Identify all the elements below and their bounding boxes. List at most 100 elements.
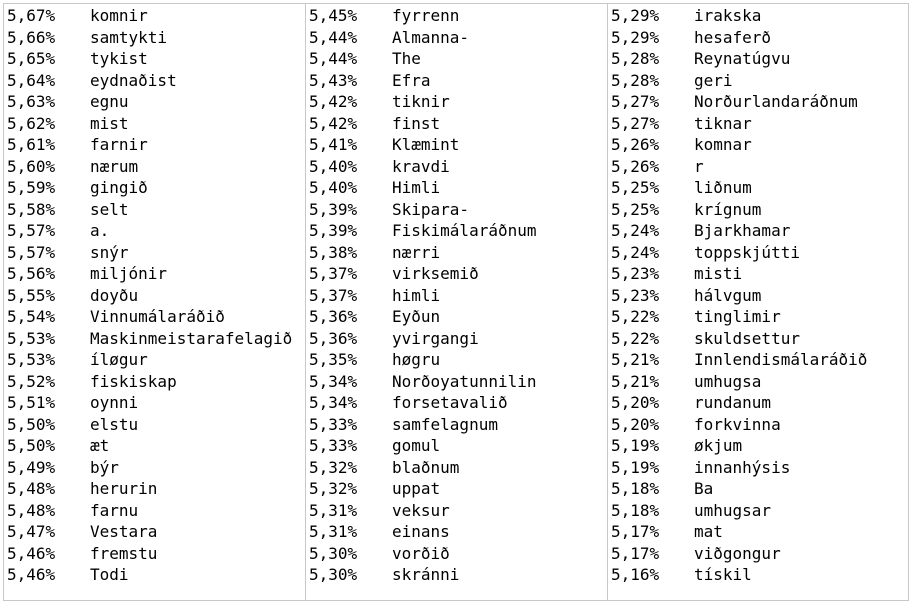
table-row: 5,20% forkvinna: [608, 414, 908, 436]
percentage-value: 5,25%: [611, 178, 660, 197]
table-column-1: 5,67% komnir 5,66% samtykti 5,65% tykist 5,64%…: [4, 4, 306, 600]
table-row: 5,36% yvirgangi: [306, 328, 607, 350]
table-row: 5,19% innanhýsis: [608, 457, 908, 479]
table-row: 5,37% himli: [306, 285, 607, 307]
table-row: 5,34% Norðoyatunnilin: [306, 371, 607, 393]
percentage-value: 5,50%: [7, 436, 56, 455]
word-value: einans: [392, 522, 450, 541]
percentage-value: 5,23%: [611, 264, 660, 283]
word-value: samtykti: [90, 27, 168, 47]
word-value: forkvinna: [694, 414, 781, 434]
word-value: vorðið: [392, 543, 450, 563]
table-row: 5,25% krígnum: [608, 199, 908, 221]
word-value: elstu: [90, 414, 139, 434]
table-row: 5,53% Maskinmeistarafelagið: [4, 328, 305, 350]
table-row: 5,60% nærum: [4, 156, 305, 178]
word-value: tinglimir: [694, 307, 781, 326]
table-row: 5,45% fyrrenn: [306, 5, 607, 27]
table-row: 5,63% egnu: [4, 91, 305, 113]
percentage-value: 5,37%: [309, 285, 358, 305]
table-row: 5,37% virksemið: [306, 263, 607, 285]
word-value: Klæmint: [392, 135, 460, 154]
percentage-value: 5,34%: [309, 371, 358, 391]
table-row: 5,30% vorðið: [306, 543, 607, 565]
percentage-value: 5,44%: [309, 49, 358, 68]
percentage-value: 5,54%: [7, 307, 56, 326]
table-row: 5,44% The: [306, 48, 607, 70]
word-value: Vinnumálaráðið: [90, 307, 225, 326]
percentage-value: 5,49%: [7, 457, 56, 477]
word-value: forsetavalið: [392, 393, 508, 412]
table-row: 5,65% tykist: [4, 48, 305, 70]
word-value: oynni: [90, 393, 139, 412]
percentage-value: 5,29%: [611, 27, 660, 47]
percentage-value: 5,36%: [309, 328, 358, 348]
table-row: 5,24% Bjarkhamar: [608, 220, 908, 242]
table-row: 5,23% hálvgum: [608, 285, 908, 307]
table-row: 5,18% umhugsar: [608, 500, 908, 522]
table-row: 5,58% selt: [4, 199, 305, 221]
table-row: 5,55% doyðu: [4, 285, 305, 307]
table-row: 5,33% gomul: [306, 435, 607, 457]
percentage-value: 5,52%: [7, 371, 56, 391]
percentage-value: 5,21%: [611, 371, 660, 391]
percentage-value: 5,30%: [309, 565, 358, 584]
word-value: samfelagnum: [392, 414, 498, 434]
percentage-value: 5,53%: [7, 350, 56, 369]
word-value: r: [694, 156, 704, 176]
word-value: doyðu: [90, 285, 139, 305]
word-value: Ba: [694, 479, 714, 498]
percentage-value: 5,65%: [7, 49, 56, 68]
percentage-value: 5,33%: [309, 436, 358, 455]
percentage-value: 5,19%: [611, 457, 660, 477]
table-column-2: 5,45% fyrrenn 5,44% Almanna- 5,44% The 5,43% Ef…: [306, 4, 608, 600]
percentage-value: 5,57%: [7, 221, 56, 240]
percentage-value: 5,21%: [611, 350, 660, 369]
percentage-value: 5,39%: [309, 221, 358, 240]
word-value: finst: [392, 113, 441, 133]
percentage-value: 5,56%: [7, 264, 56, 283]
percentage-value: 5,32%: [309, 479, 358, 498]
percentage-value: 5,46%: [7, 565, 56, 584]
table-row: 5,34% forsetavalið: [306, 392, 607, 414]
word-value: æt: [90, 436, 110, 455]
percentage-value: 5,44%: [309, 27, 358, 47]
word-value: egnu: [90, 92, 129, 111]
word-value: skuldsettur: [694, 328, 800, 348]
word-value: Skipara-: [392, 199, 470, 219]
word-value: Reynatúgvu: [694, 49, 791, 68]
table-row: 5,18% Ba: [608, 478, 908, 500]
percentage-value: 5,31%: [309, 522, 358, 541]
word-value: íløgur: [90, 350, 148, 369]
percentage-value: 5,25%: [611, 199, 660, 219]
word-value: gingið: [90, 178, 148, 197]
table-row: 5,17% viðgongur: [608, 543, 908, 565]
percentage-value: 5,63%: [7, 92, 56, 111]
percentage-value: 5,40%: [309, 178, 358, 197]
table-row: 5,46% Todi: [4, 564, 305, 586]
table-row: 5,54% Vinnumálaráðið: [4, 306, 305, 328]
table-row: 5,62% mist: [4, 113, 305, 135]
word-value: innanhýsis: [694, 457, 791, 477]
word-value: komnir: [90, 6, 148, 25]
word-value: Bjarkhamar: [694, 221, 791, 240]
table-row: 5,52% fiskiskap: [4, 371, 305, 393]
table-row: 5,23% misti: [608, 263, 908, 285]
word-value: selt: [90, 199, 129, 219]
word-value: rundanum: [694, 393, 772, 412]
percentage-value: 5,35%: [309, 350, 358, 369]
word-value: Innlendismálaráðið: [694, 350, 868, 369]
word-value: farnu: [90, 500, 139, 520]
percentage-value: 5,16%: [611, 565, 660, 584]
percentage-value: 5,55%: [7, 285, 56, 305]
word-frequency-table: 5,67% komnir 5,66% samtykti 5,65% tykist 5,64%…: [3, 3, 909, 601]
word-value: snýr: [90, 242, 129, 262]
word-value: kravdi: [392, 156, 450, 176]
word-value: gomul: [392, 436, 441, 455]
percentage-value: 5,20%: [611, 393, 660, 412]
word-value: nærum: [90, 156, 139, 176]
word-value: toppskjútti: [694, 242, 800, 262]
table-row: 5,59% gingið: [4, 177, 305, 199]
word-value: tiknar: [694, 113, 752, 133]
table-row: 5,51% oynni: [4, 392, 305, 414]
